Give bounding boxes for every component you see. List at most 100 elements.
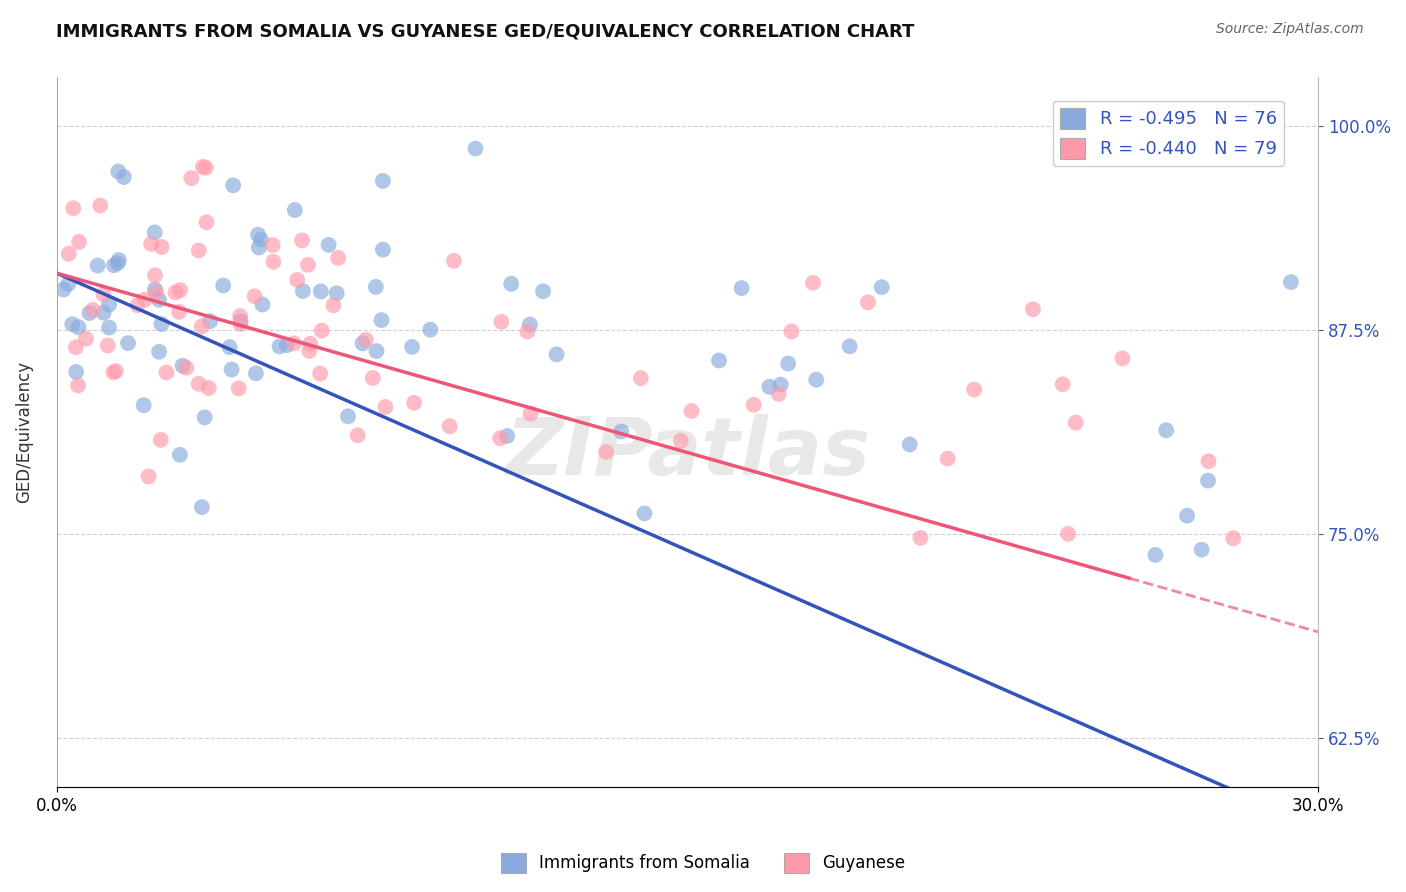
Point [806,373,828,387]
Point [269,339,291,353]
Point [98,298,121,312]
Point [758,380,780,394]
Point [150,317,173,331]
Point [75,332,97,346]
Point [963,383,986,397]
Point [86,259,108,273]
Point [769,377,792,392]
Point [669,434,692,448]
Point [143,226,166,240]
Point [370,313,392,327]
Point [322,298,344,312]
Point [149,433,172,447]
Point [1279,275,1302,289]
Point [262,238,284,252]
Point [228,381,250,395]
Point [401,340,423,354]
Point [1175,508,1198,523]
Point [870,280,893,294]
Legend: R = -0.495   N = 76, R = -0.440   N = 79: R = -0.495 N = 76, R = -0.440 N = 79 [1053,101,1284,166]
Point [60,317,83,331]
Point [610,425,633,439]
Point [318,238,340,252]
Point [707,353,730,368]
Point [1111,351,1133,366]
Point [371,174,394,188]
Point [67,378,90,392]
Point [97,338,120,352]
Point [285,273,308,287]
Point [291,234,314,248]
Point [150,240,173,254]
Point [191,500,214,515]
Point [65,365,87,379]
Point [1154,423,1177,437]
Point [898,437,921,451]
Point [98,320,121,334]
Point [247,227,270,242]
Point [82,302,104,317]
Point [778,357,800,371]
Point [194,410,217,425]
Point [346,428,368,442]
Point [218,340,240,354]
Point [117,336,139,351]
Point [141,236,163,251]
Point [143,268,166,283]
Point [801,276,824,290]
Point [633,507,655,521]
Point [366,344,388,359]
Point [838,339,860,353]
Point [298,343,321,358]
Point [58,246,80,260]
Point [299,336,322,351]
Point [191,319,214,334]
Point [65,340,87,354]
Point [309,367,332,381]
Point [262,254,284,268]
Point [464,142,486,156]
Point [221,362,243,376]
Point [229,309,252,323]
Point [247,240,270,254]
Point [198,314,221,328]
Point [730,281,752,295]
Point [176,360,198,375]
Text: ZIPatlas: ZIPatlas [505,415,870,492]
Point [326,251,349,265]
Point [93,306,115,320]
Point [67,235,90,249]
Point [501,277,523,291]
Point [1057,526,1080,541]
Point [856,295,879,310]
Point [172,359,194,373]
Point [364,280,387,294]
Point [107,256,129,270]
Point [404,396,426,410]
Point [516,325,538,339]
Point [1064,416,1087,430]
Y-axis label: GED/Equivalency: GED/Equivalency [15,361,32,503]
Point [910,531,932,545]
Point [187,376,209,391]
Point [252,297,274,311]
Point [1052,377,1074,392]
Legend: Immigrants from Somalia, Guyanese: Immigrants from Somalia, Guyanese [495,847,911,880]
Point [419,323,441,337]
Point [337,409,360,424]
Point [352,336,374,351]
Point [169,283,191,297]
Point [89,198,111,212]
Point [165,285,187,300]
Point [496,429,519,443]
Text: IMMIGRANTS FROM SOMALIA VS GUYANESE GED/EQUIVALENCY CORRELATION CHART: IMMIGRANTS FROM SOMALIA VS GUYANESE GED/… [56,22,915,40]
Point [143,282,166,296]
Point [148,344,170,359]
Point [103,258,125,272]
Point [222,178,245,193]
Point [145,285,167,300]
Point [1022,302,1045,317]
Point [291,284,314,298]
Point [169,448,191,462]
Point [138,469,160,483]
